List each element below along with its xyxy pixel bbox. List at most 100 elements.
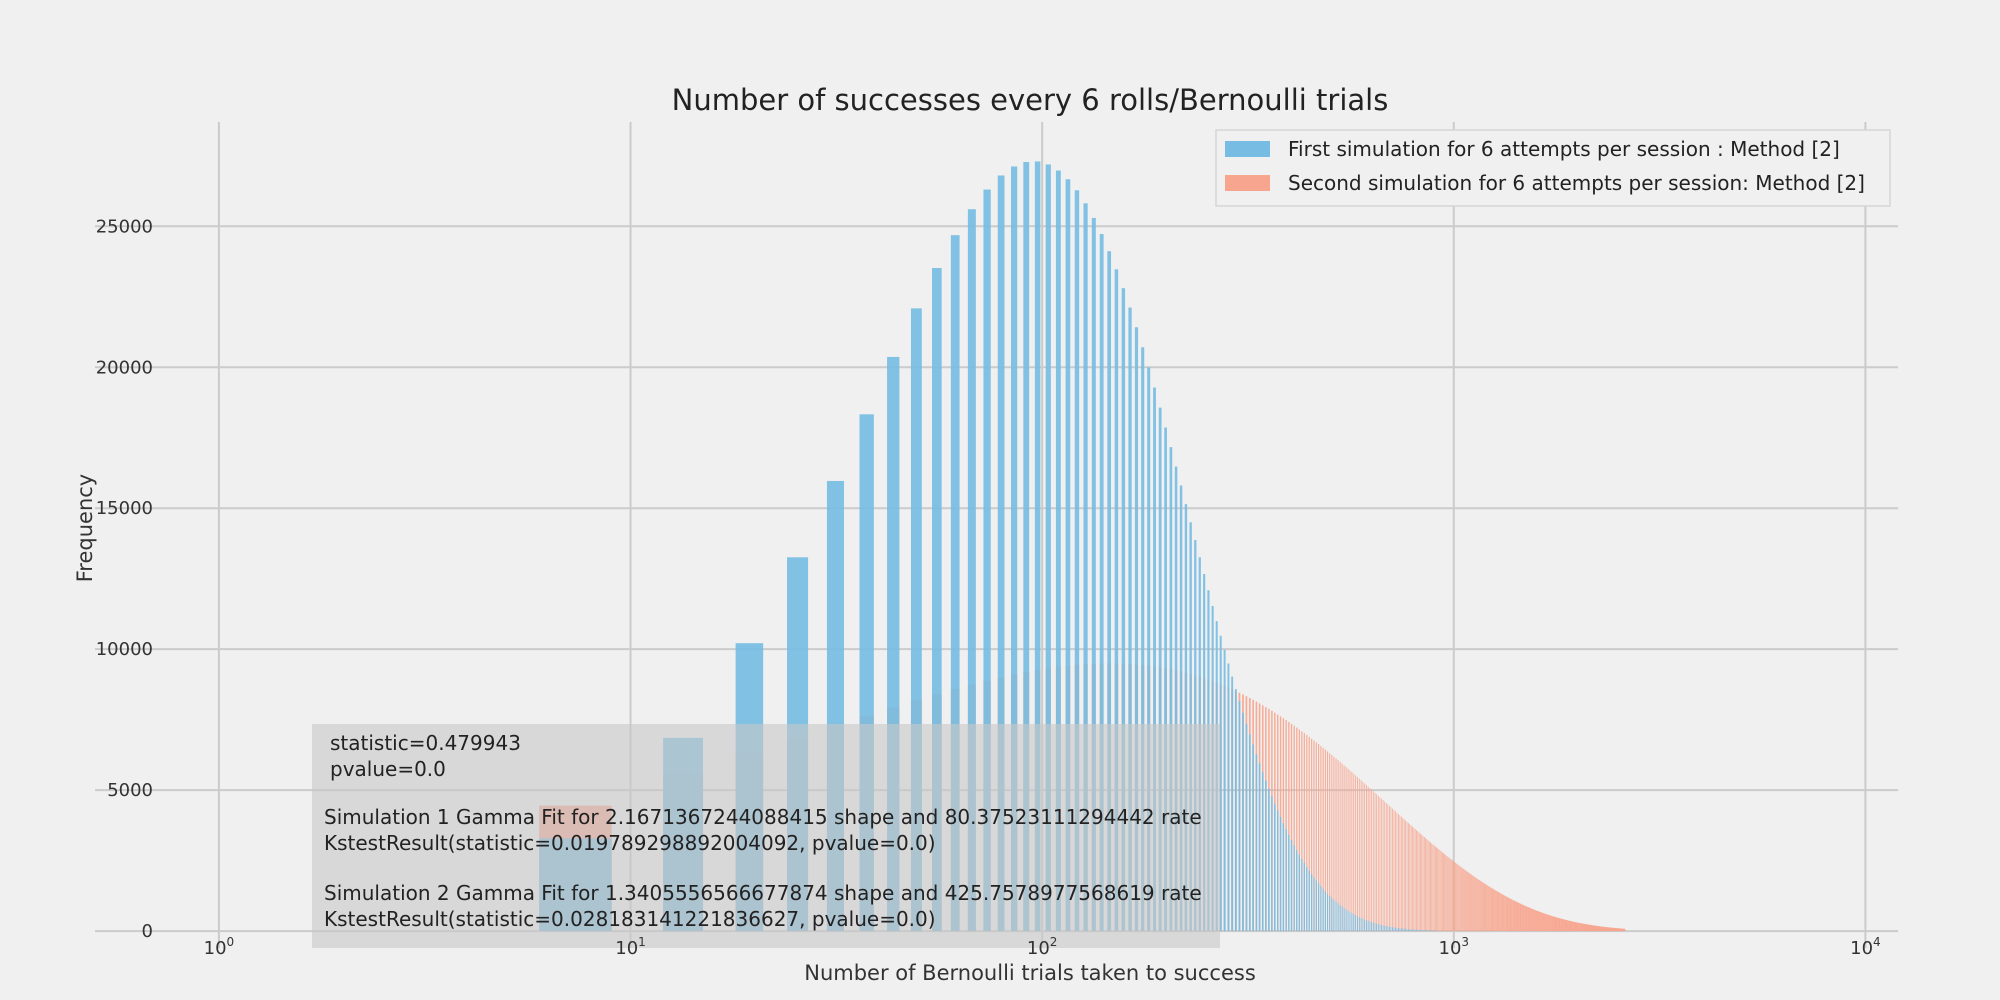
series-2-bar-182 bbox=[1470, 874, 1472, 932]
series-2-bar-342 bbox=[1582, 923, 1584, 932]
series-2-bar-404 bbox=[1612, 927, 1614, 932]
series-2-bar-281 bbox=[1547, 914, 1549, 932]
series-2-bar-377 bbox=[1600, 926, 1601, 932]
series-2-bar-164 bbox=[1451, 860, 1453, 932]
series-2-bar-170 bbox=[1458, 865, 1460, 932]
series-2-bar-408 bbox=[1614, 927, 1616, 932]
series-2-bar-245 bbox=[1523, 905, 1525, 932]
series-1-bar-95 bbox=[1355, 915, 1357, 932]
annotation-line-4: KstestResult(statistic=0.019789298892004… bbox=[324, 831, 936, 855]
series-2-bar-70 bbox=[1301, 731, 1303, 932]
series-2-bar-153 bbox=[1439, 850, 1441, 932]
series-1-bar-33 bbox=[1169, 447, 1173, 932]
series-2-bar-80 bbox=[1324, 749, 1326, 932]
series-2-bar-133 bbox=[1414, 829, 1416, 932]
series-2-bar-371 bbox=[1597, 926, 1599, 932]
series-2-bar-399 bbox=[1610, 927, 1612, 932]
series-2-bar-251 bbox=[1527, 907, 1529, 932]
series-2-bar-142 bbox=[1426, 839, 1428, 932]
series-2-bar-387 bbox=[1604, 926, 1606, 932]
series-1-bar-35 bbox=[1179, 485, 1183, 932]
series-2-bar-130 bbox=[1410, 825, 1412, 932]
legend-label-2: Second simulation for 6 attempts per ses… bbox=[1288, 171, 1865, 195]
series-2-bar-394 bbox=[1608, 927, 1609, 932]
series-2-bar-370 bbox=[1596, 925, 1598, 932]
series-2-bar-310 bbox=[1565, 919, 1567, 932]
series-2-bar-147 bbox=[1432, 844, 1434, 932]
series-1-bar-127 bbox=[1406, 929, 1408, 932]
series-1-bar-28 bbox=[1141, 347, 1145, 932]
series-2-bar-226 bbox=[1509, 898, 1510, 932]
series-1-bar-21 bbox=[1091, 217, 1096, 932]
series-1-bar-100 bbox=[1364, 919, 1366, 932]
series-2-bar-429 bbox=[1623, 928, 1625, 932]
series-2-bar-368 bbox=[1595, 925, 1597, 932]
series-2-bar-320 bbox=[1570, 921, 1572, 932]
series-2-bar-266 bbox=[1538, 911, 1539, 932]
series-2-bar-265 bbox=[1537, 911, 1539, 932]
series-2-bar-257 bbox=[1531, 908, 1533, 932]
series-2-bar-223 bbox=[1506, 896, 1508, 932]
series-1-bar-29 bbox=[1147, 367, 1151, 932]
series-2-bar-157 bbox=[1444, 854, 1446, 932]
series-1-bar-15 bbox=[1034, 161, 1041, 932]
series-2-bar-114 bbox=[1387, 804, 1389, 932]
series-2-bar-86 bbox=[1337, 760, 1339, 932]
series-2-bar-66 bbox=[1290, 723, 1293, 932]
series-2-bar-406 bbox=[1613, 927, 1615, 932]
series-2-bar-381 bbox=[1602, 926, 1603, 932]
series-2-bar-319 bbox=[1570, 921, 1572, 932]
series-2-bar-410 bbox=[1615, 928, 1616, 932]
series-2-bar-79 bbox=[1322, 747, 1324, 932]
series-1-bar-140 bbox=[1423, 930, 1425, 932]
series-1-bar-126 bbox=[1405, 928, 1406, 932]
series-1-bar-114 bbox=[1387, 926, 1389, 932]
series-2-bar-102 bbox=[1367, 786, 1369, 932]
series-1-bar-53 bbox=[1252, 744, 1254, 932]
series-2-bar-318 bbox=[1569, 920, 1571, 932]
series-2-bar-246 bbox=[1524, 905, 1525, 932]
series-1-bar-134 bbox=[1416, 929, 1417, 932]
series-1-bar-85 bbox=[1335, 901, 1337, 932]
series-2-bar-316 bbox=[1568, 920, 1570, 932]
series-1-bar-84 bbox=[1333, 899, 1335, 932]
series-1-bar-113 bbox=[1385, 926, 1387, 932]
series-2-bar-92 bbox=[1349, 770, 1351, 932]
series-1-bar-93 bbox=[1351, 913, 1353, 932]
annotation-background bbox=[312, 724, 1220, 948]
series-2-bar-305 bbox=[1562, 919, 1564, 932]
series-1-bar-101 bbox=[1366, 920, 1367, 932]
series-2-bar-212 bbox=[1497, 891, 1499, 932]
series-2-bar-252 bbox=[1528, 907, 1530, 932]
series-2-bar-411 bbox=[1615, 928, 1617, 932]
series-2-bar-87 bbox=[1339, 761, 1341, 932]
series-1-bar-138 bbox=[1421, 930, 1423, 932]
series-2-bar-291 bbox=[1554, 916, 1555, 932]
series-2-bar-328 bbox=[1575, 922, 1577, 932]
annotation-line-7: KstestResult(statistic=0.028183141221836… bbox=[324, 907, 936, 931]
series-2-bar-308 bbox=[1564, 919, 1565, 932]
series-2-bar-191 bbox=[1479, 880, 1480, 932]
series-2-bar-141 bbox=[1425, 838, 1426, 932]
series-2-bar-119 bbox=[1395, 811, 1396, 932]
series-2-bar-107 bbox=[1376, 794, 1378, 932]
series-2-bar-227 bbox=[1509, 898, 1511, 932]
series-2-bar-96 bbox=[1357, 777, 1358, 932]
series-1-bar-83 bbox=[1331, 897, 1333, 932]
series-2-bar-201 bbox=[1488, 886, 1489, 932]
series-2-bar-101 bbox=[1366, 785, 1367, 932]
series-2-bar-211 bbox=[1496, 891, 1498, 932]
series-2-bar-248 bbox=[1525, 906, 1527, 932]
series-2-bar-222 bbox=[1505, 896, 1507, 932]
series-1-bar-130 bbox=[1410, 929, 1412, 932]
series-2-bar-382 bbox=[1602, 926, 1604, 932]
series-2-bar-391 bbox=[1606, 927, 1608, 932]
series-2-bar-425 bbox=[1621, 928, 1623, 932]
series-2-bar-148 bbox=[1433, 845, 1435, 932]
series-2-bar-271 bbox=[1541, 912, 1543, 932]
series-2-bar-236 bbox=[1516, 902, 1518, 932]
series-2-bar-329 bbox=[1575, 922, 1577, 932]
series-2-bar-356 bbox=[1589, 924, 1591, 932]
series-1-bar-47 bbox=[1231, 676, 1234, 932]
